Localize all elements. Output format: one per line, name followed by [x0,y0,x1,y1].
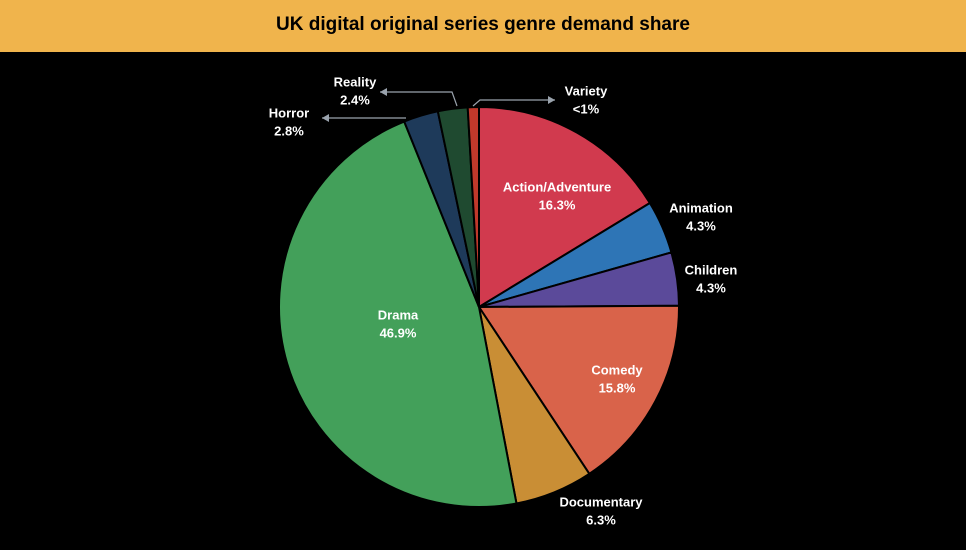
pie-slice [466,105,480,308]
slice-label: Documentary [559,494,643,509]
slice-value-label: 46.9% [380,325,417,340]
slice-label: Drama [378,307,419,322]
pie: Action/Adventure 16.3% Animation 4.3% Childr… [269,74,738,527]
slice-label: Children [685,262,738,277]
leader-arrow [380,88,387,96]
slice-label: Variety [565,83,608,98]
slice-label: Comedy [591,362,643,377]
slice-value-label: 2.8% [274,123,304,138]
title-band [0,0,966,52]
pie-slice [478,105,652,309]
slice-label: Animation [669,200,733,215]
slice-value-label: 16.3% [539,197,576,212]
leader-line [380,91,458,107]
leader-arrow [548,96,555,104]
slice-label: Horror [269,105,309,120]
leader-arrow [322,114,329,122]
slice-value-label: 15.8% [599,380,636,395]
pie-slice [278,120,518,508]
slice-label: Reality [334,74,377,89]
leader-line [472,99,555,107]
slice-label: Action/Adventure [503,179,611,194]
slice-value-label: <1% [573,101,600,116]
slice-value-label: 2.4% [340,92,370,107]
slice-value-label: 4.3% [696,280,726,295]
pie-slice [477,304,680,476]
slice-value-label: 4.3% [686,218,716,233]
chart-title: UK digital original series genre demand … [276,14,690,35]
slice-value-label: 6.3% [586,512,616,527]
